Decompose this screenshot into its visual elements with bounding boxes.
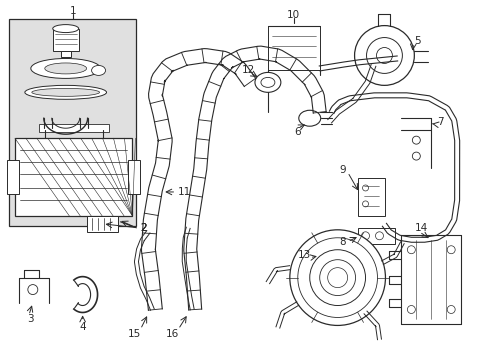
Text: 4: 4	[79, 323, 86, 332]
Text: 14: 14	[413, 223, 427, 233]
Text: 9: 9	[338, 165, 345, 175]
Bar	[267, 26, 319, 71]
Text: 2: 2	[140, 223, 147, 233]
Text: 16: 16	[165, 329, 179, 339]
Circle shape	[447, 246, 454, 254]
Ellipse shape	[298, 110, 320, 126]
Bar	[61, 50, 71, 58]
Ellipse shape	[32, 88, 100, 96]
Text: 1: 1	[69, 6, 76, 15]
Text: 13: 13	[298, 250, 311, 260]
Text: 8: 8	[338, 237, 345, 247]
Ellipse shape	[53, 24, 79, 32]
Bar	[7, 160, 19, 194]
Text: 11: 11	[178, 187, 191, 197]
Circle shape	[411, 136, 420, 144]
Bar	[9, 19, 136, 226]
Circle shape	[309, 250, 365, 306]
Bar	[357, 178, 385, 216]
Bar	[128, 160, 140, 194]
Circle shape	[447, 306, 454, 314]
Text: 5: 5	[413, 36, 420, 46]
Circle shape	[289, 230, 385, 325]
Circle shape	[362, 185, 368, 191]
Bar	[53, 28, 79, 50]
Ellipse shape	[254, 72, 280, 92]
Circle shape	[407, 246, 414, 254]
Text: 10: 10	[286, 10, 300, 20]
Text: 2: 2	[140, 223, 147, 233]
Circle shape	[376, 48, 392, 63]
Text: 15: 15	[127, 329, 141, 339]
Text: 3: 3	[27, 314, 34, 324]
Text: 7: 7	[436, 117, 443, 127]
Circle shape	[361, 232, 369, 240]
Circle shape	[354, 26, 413, 85]
Ellipse shape	[25, 85, 106, 99]
Circle shape	[28, 285, 38, 294]
Text: 2: 2	[140, 223, 147, 233]
Circle shape	[366, 37, 402, 73]
Circle shape	[327, 268, 347, 288]
Circle shape	[375, 232, 383, 240]
Circle shape	[411, 152, 420, 160]
Ellipse shape	[91, 66, 105, 75]
Bar	[86, 216, 118, 232]
Bar	[15, 138, 132, 216]
Text: 12: 12	[241, 66, 254, 76]
Ellipse shape	[261, 77, 274, 87]
Bar	[357, 228, 395, 244]
Circle shape	[407, 306, 414, 314]
Circle shape	[297, 238, 377, 318]
Circle shape	[362, 201, 368, 207]
Text: 6: 6	[294, 127, 301, 137]
Bar	[39, 124, 108, 132]
Ellipse shape	[45, 63, 86, 74]
Circle shape	[319, 260, 355, 296]
Ellipse shape	[31, 58, 101, 78]
